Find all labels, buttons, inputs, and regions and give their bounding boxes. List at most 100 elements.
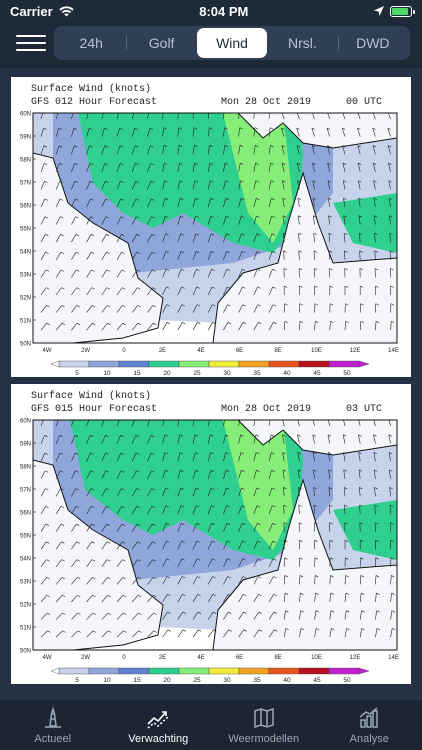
legend-tick-label: 20: [163, 677, 171, 684]
lon-tick-label: 6E: [236, 655, 243, 661]
trend-icon: [147, 711, 169, 729]
wind-map-card[interactable]: Surface Wind (knots) GFS 015 Hour Forecas…: [11, 384, 411, 684]
tab-label: Verwachting: [128, 733, 189, 745]
legend-swatch: [298, 667, 330, 675]
wifi-icon: [58, 5, 74, 16]
map-utc: 00 UTC: [346, 97, 382, 108]
legend-tick-label: 40: [283, 370, 291, 377]
legend-tick-label: 50: [343, 370, 351, 377]
lon-tick-label: 10E: [311, 655, 322, 661]
lat-tick-label: 51N: [20, 626, 31, 632]
legend-swatch: [178, 360, 210, 368]
hamburger-icon[interactable]: [16, 30, 46, 56]
legend-tick-label: 15: [133, 370, 141, 377]
tab-actueel[interactable]: Actueel: [0, 700, 106, 750]
lat-tick-label: 50N: [20, 342, 31, 348]
legend-swatch: [328, 667, 360, 675]
tab-label: Analyse: [349, 733, 389, 745]
lat-tick-label: 60N: [20, 112, 31, 118]
lat-tick-label: 51N: [20, 319, 31, 325]
location-arrow-icon: [374, 6, 384, 16]
legend-swatch: [88, 360, 120, 368]
wind-map-card[interactable]: Surface Wind (knots) GFS 012 Hour Forecas…: [11, 77, 411, 377]
tab-wind[interactable]: Wind: [196, 28, 268, 58]
lat-tick-label: 58N: [20, 465, 31, 471]
legend-swatch: [148, 360, 180, 368]
legend-swatch: [328, 360, 360, 368]
legend-swatch: [238, 360, 270, 368]
lat-tick-label: 52N: [20, 603, 31, 609]
tab-label: Actueel: [34, 733, 72, 745]
legend-tick-label: 35: [253, 370, 261, 377]
legend-swatch: [58, 360, 90, 368]
tab-dwd[interactable]: DWD: [337, 28, 408, 58]
legend-swatch: [268, 667, 300, 675]
map-subtitle: GFS 012 Hour Forecast: [31, 97, 157, 108]
lon-tick-label: 14E: [388, 655, 399, 661]
status-bar: Carrier 8:04 PM: [0, 0, 422, 22]
tab-analyse[interactable]: Analyse: [317, 700, 422, 750]
lat-tick-label: 57N: [20, 181, 31, 187]
buoy-icon: [44, 706, 61, 728]
lon-tick-label: 2W: [81, 655, 90, 661]
legend-tick-label: 10: [103, 677, 111, 684]
map-title: Surface Wind (knots): [31, 390, 151, 402]
lat-tick-label: 55N: [20, 534, 31, 540]
lon-tick-label: 2E: [159, 655, 166, 661]
lon-tick-label: 0: [122, 348, 126, 354]
lon-tick-label: 6E: [236, 348, 243, 354]
lat-tick-label: 53N: [20, 580, 31, 586]
lon-tick-label: 4W: [43, 655, 52, 661]
lat-tick-label: 52N: [20, 296, 31, 302]
tab-label: Weermodellen: [228, 733, 300, 745]
lat-tick-label: 54N: [20, 557, 31, 563]
legend-tick-label: 30: [223, 370, 231, 377]
legend-tick-label: 10: [103, 370, 111, 377]
lat-tick-label: 59N: [20, 442, 31, 448]
lat-tick-label: 54N: [20, 250, 31, 256]
forecast-content[interactable]: Surface Wind (knots) GFS 012 Hour Forecas…: [0, 68, 422, 700]
legend-swatch: [178, 667, 210, 675]
tab-weermodellen[interactable]: Weermodellen: [211, 700, 317, 750]
lon-tick-label: 4E: [197, 655, 204, 661]
tab-verwachting[interactable]: Verwachting: [106, 700, 212, 750]
legend-swatch: [268, 360, 300, 368]
lon-tick-label: 12E: [350, 348, 361, 354]
map-date: Mon 28 Oct 2019: [221, 97, 311, 108]
tab-golf[interactable]: Golf: [126, 28, 196, 58]
legend-tick-label: 25: [193, 370, 201, 377]
legend-swatch: [118, 360, 150, 368]
lat-tick-label: 57N: [20, 488, 31, 494]
map-title: Surface Wind (knots): [31, 83, 151, 95]
lon-tick-label: 14E: [388, 348, 399, 354]
map-utc: 03 UTC: [346, 404, 382, 415]
wind-map: Surface Wind (knots) GFS 015 Hour Forecas…: [20, 390, 399, 684]
tab-nrsl[interactable]: Nrsl.: [288, 35, 317, 51]
bottom-tab-bar: Actueel Verwachting Weermodellen Analyse: [0, 700, 422, 750]
legend-swatch: [238, 667, 270, 675]
legend-swatch: [148, 667, 180, 675]
legend-tick-label: 5: [75, 370, 79, 377]
tab-24h[interactable]: 24h: [79, 35, 103, 51]
lon-tick-label: 2W: [81, 348, 90, 354]
legend-tick-label: 35: [253, 677, 261, 684]
legend-tick-label: 25: [193, 677, 201, 684]
legend-swatch: [208, 667, 240, 675]
lon-tick-label: 0: [122, 655, 126, 661]
lat-tick-label: 60N: [20, 419, 31, 425]
lon-tick-label: 12E: [350, 655, 361, 661]
map-icon: [254, 707, 274, 729]
legend-tick-label: 40: [283, 677, 291, 684]
legend-tick-label: 45: [313, 370, 321, 377]
battery-icon: [390, 5, 415, 17]
legend-tick-label: 30: [223, 677, 231, 684]
lat-tick-label: 55N: [20, 227, 31, 233]
legend-swatch: [118, 667, 150, 675]
lat-tick-label: 58N: [20, 158, 31, 164]
legend-swatch: [58, 667, 90, 675]
lat-tick-label: 53N: [20, 273, 31, 279]
lat-tick-label: 59N: [20, 135, 31, 141]
map-subtitle: GFS 015 Hour Forecast: [31, 404, 157, 415]
legend-swatch: [208, 360, 240, 368]
chart-icon: [359, 707, 378, 728]
